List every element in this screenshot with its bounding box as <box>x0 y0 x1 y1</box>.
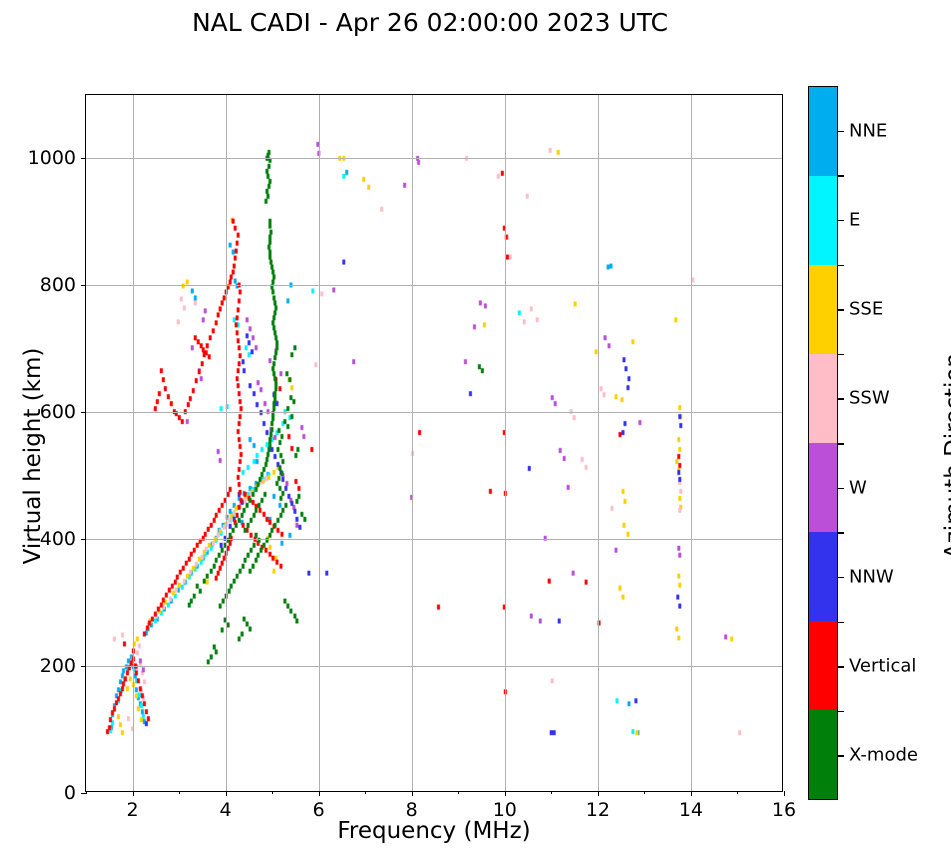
colorbar-boundary-tick <box>838 532 844 534</box>
x-tick-minor <box>179 791 181 794</box>
colorbar-label-nne: NNE <box>849 120 888 142</box>
y-tick-mark <box>81 666 86 668</box>
colorbar-band-e <box>809 176 837 265</box>
colorbar-band-vertical <box>809 621 837 710</box>
page-title: NAL CADI - Apr 26 02:00:00 2023 UTC <box>191 8 669 37</box>
colorbar-tick <box>838 755 844 757</box>
x-tick-minor <box>644 791 646 794</box>
colorbar-tick <box>838 130 844 133</box>
x-tick-label: 2 <box>126 799 139 821</box>
y-tick-label: 200 <box>39 655 76 678</box>
x-tick-label: 10 <box>492 799 517 821</box>
y-tick-label: 1000 <box>27 147 76 170</box>
y-tick-mark <box>81 412 86 414</box>
colorbar-boundary-tick <box>838 621 844 623</box>
x-tick-mark <box>784 791 785 796</box>
x-tick-minor <box>458 791 460 794</box>
y-gridline <box>86 158 782 160</box>
colorbar-label-w: W <box>849 477 867 499</box>
x-tick-mark <box>690 791 692 796</box>
x-axis-label: Frequency (MHz) <box>337 818 531 844</box>
x-gridline <box>504 95 506 791</box>
y-tick-label: 800 <box>39 274 76 297</box>
colorbar-tick <box>838 309 844 311</box>
y-tick-label: 600 <box>39 401 76 424</box>
x-tick-minor <box>551 791 553 794</box>
y-gridline <box>86 539 782 541</box>
colorbar-label-nnw: NNW <box>849 566 894 588</box>
x-tick-minor <box>365 791 367 794</box>
colorbar-title: Azimuth Direction <box>941 353 951 559</box>
colorbar-tick <box>838 666 844 668</box>
y-tick-mark <box>81 158 86 160</box>
x-tick-mark <box>411 791 413 796</box>
x-tick-mark <box>225 791 227 796</box>
colorbar-band-w <box>809 443 837 532</box>
colorbar-band-nnw <box>809 532 837 621</box>
colorbar-label-ssw: SSW <box>849 387 890 409</box>
y-gridline <box>86 412 782 414</box>
x-tick-mark <box>504 791 506 796</box>
y-tick-label: 0 <box>63 782 76 804</box>
colorbar-tick <box>838 398 844 400</box>
colorbar-boundary-tick <box>838 353 844 356</box>
colorbar-band-x-mode <box>809 710 837 799</box>
y-gridline <box>86 666 782 668</box>
x-tick-label: 4 <box>219 799 232 821</box>
colorbar-tick <box>838 487 844 490</box>
x-tick-label: 6 <box>312 799 325 821</box>
x-tick-label: 14 <box>678 799 704 821</box>
y-tick-label: 400 <box>39 528 76 551</box>
x-tick-minor <box>86 791 87 794</box>
colorbar-boundary-tick <box>838 264 844 266</box>
colorbar-label-vertical: Vertical <box>849 655 917 677</box>
colorbar-boundary-tick <box>838 175 844 177</box>
x-tick-mark <box>132 791 134 796</box>
x-tick-minor <box>272 791 274 794</box>
x-tick-mark <box>597 791 599 796</box>
x-tick-label: 16 <box>771 799 797 821</box>
x-tick-mark <box>318 791 320 796</box>
x-tick-label: 12 <box>585 799 610 821</box>
x-gridline <box>411 95 413 791</box>
y-tick-mark <box>81 285 86 287</box>
x-gridline <box>132 95 134 791</box>
x-tick-label: 8 <box>405 799 418 821</box>
colorbar-label-e: E <box>849 209 861 231</box>
colorbar-band-nne <box>809 87 837 176</box>
colorbar-tick <box>838 576 844 579</box>
colorbar-boundary-tick <box>838 710 844 713</box>
y-tick-mark <box>81 539 86 541</box>
colorbar-band-ssw <box>809 354 837 443</box>
y-tick-mark <box>81 793 86 794</box>
x-gridline <box>690 95 692 791</box>
colorbar-boundary-tick <box>838 443 844 445</box>
y-axis-label: Virtual height (km) <box>20 347 46 565</box>
azimuth-colorbar <box>808 86 838 800</box>
x-gridline <box>318 95 320 791</box>
plot-axes: 2 4 6 8 10 12 14 16 0 200 400 600 800 1000 <box>28 94 796 821</box>
y-gridline <box>86 285 782 287</box>
x-gridline <box>597 95 599 791</box>
ionogram-data-canvas <box>86 95 782 791</box>
colorbar-tick <box>838 219 844 222</box>
colorbar-band-sse <box>809 265 837 354</box>
colorbar-label-sse: SSE <box>849 298 884 320</box>
x-tick-minor <box>737 791 739 794</box>
colorbar-label-x-mode: X-mode <box>849 744 918 766</box>
x-gridline <box>225 95 227 791</box>
